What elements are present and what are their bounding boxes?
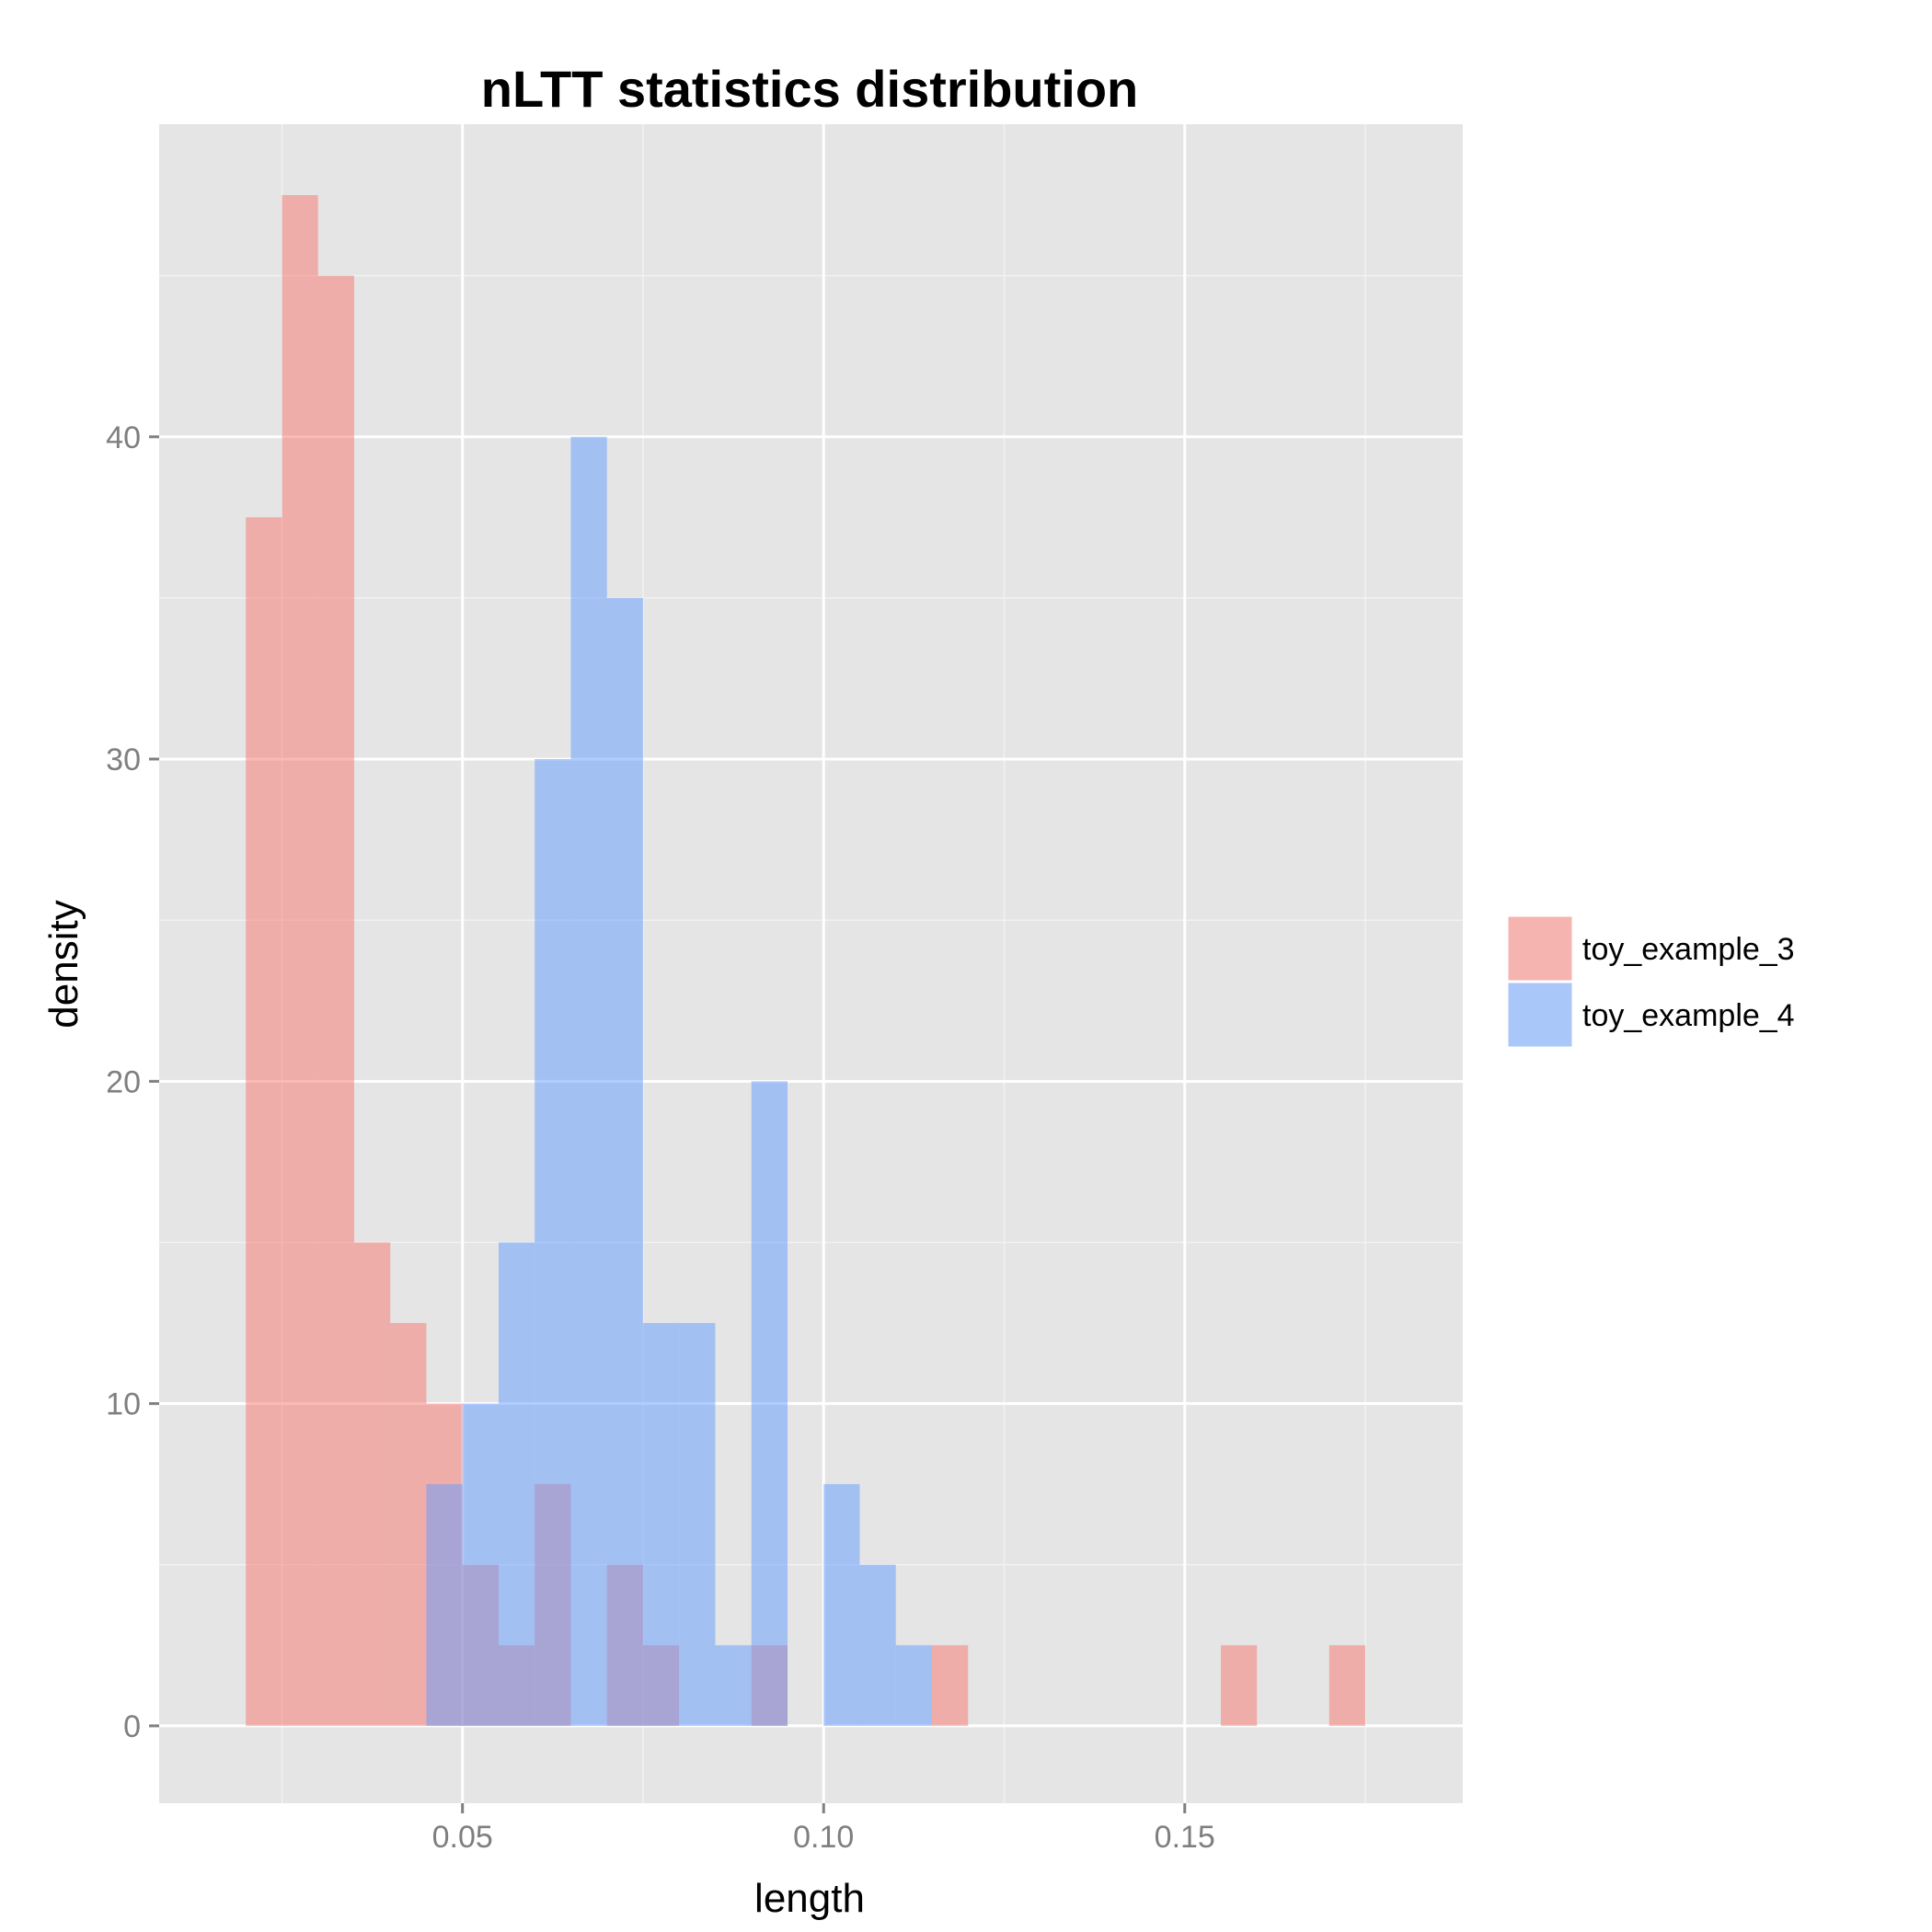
chart-title: nLTT statistics distribution bbox=[481, 60, 1139, 118]
histogram-bar bbox=[1221, 1645, 1258, 1726]
y-axis-title: density bbox=[41, 900, 86, 1028]
y-tick-label: 30 bbox=[106, 742, 141, 777]
y-tick-label: 10 bbox=[106, 1387, 141, 1422]
histogram-bar bbox=[353, 1242, 391, 1726]
histogram-bar bbox=[246, 517, 282, 1726]
histogram-bar bbox=[823, 1484, 860, 1726]
y-tick-label: 40 bbox=[106, 420, 141, 455]
legend-swatch bbox=[1508, 916, 1572, 981]
legend-label: toy_example_4 bbox=[1582, 998, 1795, 1033]
histogram-bar bbox=[317, 275, 354, 1726]
histogram-bar bbox=[606, 597, 643, 1726]
histogram-bar bbox=[859, 1564, 896, 1726]
histogram-bar bbox=[570, 436, 607, 1726]
y-tick-label: 0 bbox=[123, 1709, 141, 1744]
y-tick-label: 20 bbox=[106, 1064, 141, 1099]
x-tick-label: 0.10 bbox=[793, 1820, 854, 1855]
legend-label: toy_example_3 bbox=[1582, 932, 1795, 967]
histogram-bar bbox=[426, 1484, 463, 1726]
histogram-bar bbox=[931, 1645, 969, 1726]
histogram-bar bbox=[751, 1081, 788, 1726]
x-axis: 0.05 0.10 0.15 bbox=[432, 1803, 1215, 1855]
histogram-bar bbox=[498, 1242, 535, 1726]
histogram-bar bbox=[282, 195, 318, 1726]
histogram-bar bbox=[1328, 1645, 1366, 1726]
x-tick-label: 0.15 bbox=[1155, 1820, 1215, 1855]
series-toy_example_4 bbox=[426, 436, 932, 1726]
legend: toy_example_3 toy_example_4 bbox=[1505, 914, 1795, 1050]
x-tick-label: 0.05 bbox=[432, 1820, 493, 1855]
histogram-bar bbox=[390, 1323, 427, 1726]
legend-swatch bbox=[1508, 983, 1572, 1047]
x-axis-title: length bbox=[754, 1876, 865, 1921]
histogram-bar bbox=[642, 1323, 680, 1726]
histogram-bar bbox=[535, 759, 571, 1726]
histogram-bar bbox=[679, 1323, 716, 1726]
y-axis: 0 10 20 30 40 bbox=[106, 420, 159, 1744]
histogram-bar bbox=[895, 1645, 932, 1726]
histogram-bar bbox=[462, 1403, 499, 1726]
histogram-bar bbox=[715, 1645, 752, 1726]
histogram-bars bbox=[246, 195, 1366, 1726]
